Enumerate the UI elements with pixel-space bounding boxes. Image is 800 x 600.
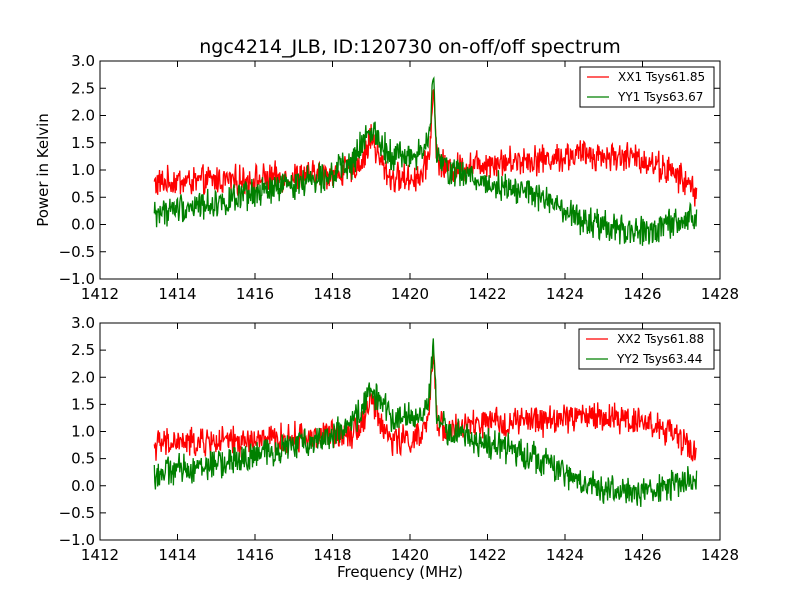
x-tick-label: 1414 <box>158 546 196 564</box>
y-tick-label: 2.5 <box>71 79 95 97</box>
x-tick-label: 1424 <box>546 546 584 564</box>
y-tick-label: 1.5 <box>71 134 95 152</box>
y-tick-label: −1.0 <box>59 270 95 288</box>
legend-box <box>578 328 715 370</box>
y-tick-label: −0.5 <box>59 243 95 261</box>
x-tick-label: 1416 <box>236 546 274 564</box>
series-line-1 <box>153 349 698 462</box>
x-tick-label: 1420 <box>391 285 429 303</box>
y-axis-label: Power in Kelvin <box>34 113 52 227</box>
legend-entry: XX2 Tsys61.88 <box>617 332 704 346</box>
legend-box <box>579 66 715 108</box>
y-tick-label: 3.0 <box>71 52 95 70</box>
x-tick-label: 1426 <box>623 285 661 303</box>
x-tick-label: 1418 <box>313 285 351 303</box>
legend-entry: YY1 Tsys63.67 <box>617 90 703 104</box>
x-tick-label: 1420 <box>391 546 429 564</box>
series-line-2 <box>153 338 698 507</box>
x-tick-label: 1428 <box>701 285 739 303</box>
y-tick-label: 3.0 <box>71 314 95 332</box>
x-tick-label: 1422 <box>468 546 506 564</box>
x-tick-label: 1428 <box>701 546 739 564</box>
legend-entry: YY2 Tsys63.44 <box>616 352 702 366</box>
y-tick-label: 1.5 <box>71 395 95 413</box>
y-tick-label: 1.0 <box>71 161 95 179</box>
y-tick-label: 0.0 <box>71 216 95 234</box>
y-tick-label: 2.0 <box>71 107 95 125</box>
y-tick-label: 0.5 <box>71 450 95 468</box>
y-tick-label: 1.0 <box>71 423 95 441</box>
legend: XX2 Tsys61.88 YY2 Tsys63.44 <box>578 328 715 370</box>
x-tick-label: 1426 <box>623 546 661 564</box>
series-line-1 <box>153 87 698 207</box>
x-tick-label: 1414 <box>158 285 196 303</box>
y-tick-label: −0.5 <box>59 504 95 522</box>
y-tick-label: −1.0 <box>59 531 95 549</box>
x-tick-label: 1418 <box>313 546 351 564</box>
legend-entry: XX1 Tsys61.85 <box>618 70 705 84</box>
y-tick-label: 2.5 <box>71 341 95 359</box>
series-line-2 <box>153 76 698 246</box>
x-tick-label: 1412 <box>81 546 119 564</box>
top-spectrum-panel: 1412 1414 1416 1418 1420 1422 1424 1426 1428 3.0 2… <box>34 52 739 303</box>
y-tick-label: 0.5 <box>71 188 95 206</box>
x-tick-label: 1424 <box>546 285 584 303</box>
legend: XX1 Tsys61.85 YY1 Tsys63.67 <box>579 66 715 108</box>
y-tick-label: 0.0 <box>71 477 95 495</box>
x-tick-label: 1412 <box>81 285 119 303</box>
x-axis-label: Frequency (MHz) <box>337 563 463 581</box>
y-tick-label: 2.0 <box>71 368 95 386</box>
bottom-spectrum-panel: 1412 1414 1416 1418 1420 1422 1424 1426 1428 3.0 2… <box>59 314 740 581</box>
x-tick-label: 1416 <box>236 285 274 303</box>
x-tick-label: 1422 <box>468 285 506 303</box>
figure-title: ngc4214_JLB, ID:120730 on-off/off spectr… <box>199 36 621 58</box>
